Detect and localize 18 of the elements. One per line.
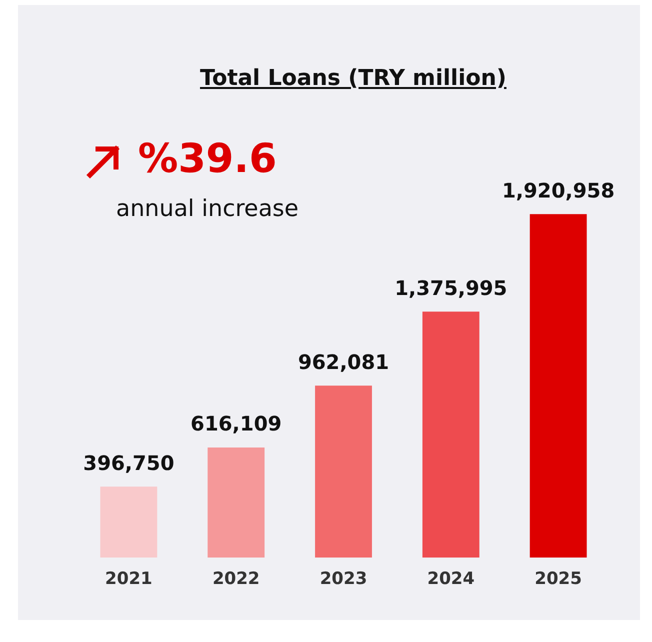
data-label: 962,081: [298, 350, 390, 374]
bar: [100, 486, 158, 558]
data-label: 616,109: [190, 412, 282, 436]
bar: [530, 214, 587, 558]
bar: [315, 386, 372, 558]
text: %39.6: [138, 136, 277, 182]
data-label: 1,375,995: [394, 276, 508, 300]
data-label: 396,750: [83, 450, 174, 475]
x-tick-label: 2023: [320, 569, 368, 590]
x-tick-label: 2025: [534, 569, 582, 590]
x-tick-label: 2021: [105, 569, 152, 590]
chart-title: Total Loans (TRY million): [200, 66, 506, 91]
bar: [208, 447, 265, 558]
x-tick-label: 2024: [427, 569, 475, 590]
annotation: annual increase: [116, 196, 299, 222]
bar: [422, 312, 480, 558]
data-label: 1,920,958: [502, 178, 615, 202]
x-tick-label: 2022: [212, 569, 260, 590]
